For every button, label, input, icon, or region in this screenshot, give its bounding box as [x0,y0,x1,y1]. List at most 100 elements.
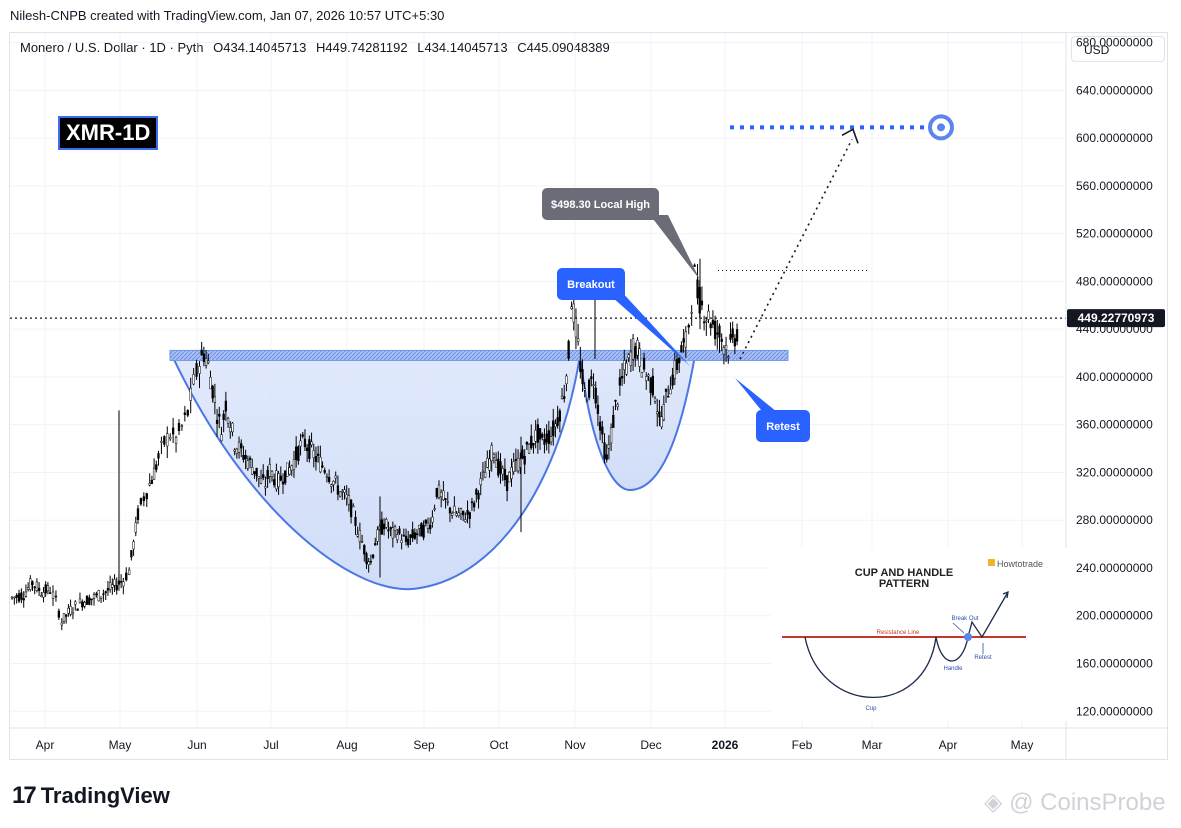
candle-body [572,303,575,323]
candle-body [457,512,460,517]
candle-body [218,413,221,417]
candle-body [660,416,663,427]
x-tick-label: May [109,738,132,752]
candle-body [488,458,491,471]
candle-body [198,365,201,374]
y-tick-label: 600.00000000 [1076,131,1153,145]
x-tick-label: Aug [336,738,357,752]
candle-body [316,453,320,456]
currency-button[interactable]: USD [1071,36,1165,62]
candle-body [367,561,370,565]
candle-body [83,602,86,607]
candle-body [202,353,206,362]
candle-body [266,470,269,480]
handle-pattern-fill [578,354,697,492]
breakout-callout[interactable]: Breakout [557,268,690,366]
candle-body [645,376,648,381]
candle-body [543,439,546,445]
candle-body [253,471,256,474]
candle-body [13,596,16,599]
candle-body [51,591,55,599]
candle-body [308,439,311,459]
candle-body [240,443,243,449]
candle-body [505,475,509,491]
candle-body [177,423,181,431]
candle-body [442,490,445,500]
candle-body [656,411,659,414]
candle-body [284,470,287,484]
candle-body [682,338,685,343]
candle-body [631,338,635,360]
x-tick-label: May [1011,738,1034,752]
candle-body [625,362,628,375]
candle-body [26,587,30,590]
candle-body [731,328,734,338]
candle-body [88,597,91,605]
candle-body [334,475,337,479]
candle-body [74,601,77,605]
candle-body [65,614,68,617]
symbol-badge: XMR-1D [58,116,159,150]
candle-body [437,484,441,498]
current-price-tag: 449.22770973 [1067,309,1165,328]
candle-body [20,592,23,600]
price-axis[interactable]: 680.00000000 640.00000000 600.00000000 560.… [1065,33,1153,760]
inset-brand: Howtotrade [997,559,1043,569]
time-axis[interactable]: Apr May Jun Jul Aug Sep Oct Nov Dec 2026 Feb Mar Apr… [10,727,1168,752]
candle-body [139,498,143,505]
candle-body [638,348,641,367]
candle-body [636,339,639,356]
candle-body [455,513,458,516]
candle-body [125,572,128,581]
candle-body [567,340,570,359]
candle-body [475,489,478,495]
candle-body [255,467,258,477]
tradingview-brand: TradingView [40,783,170,808]
x-tick-label: Apr [939,738,958,752]
candle-body [277,473,280,488]
candle-body [145,493,148,500]
candle-body [594,387,597,404]
candle-body [658,411,661,418]
x-tick-label: Dec [640,738,661,752]
chart-attribution: Nilesh-CNPB created with TradingView.com… [10,8,445,23]
candle-body [69,605,72,615]
candle-body [499,461,502,474]
inset-arrowhead [1002,590,1009,599]
diamond-icon: ◈ [984,789,1003,816]
candle-body [215,419,219,424]
candle-body [222,413,225,421]
y-tick-label: 400.00000000 [1076,370,1153,384]
x-tick-label: Sep [413,738,435,752]
candle-body [705,320,708,323]
candle-body [257,476,260,479]
candle-body [720,338,723,342]
x-tick-label: Jul [263,738,278,752]
local-high-callout[interactable]: $498.30 Local High [542,188,700,280]
candle-body [700,300,704,306]
candle-body [332,480,335,485]
y-tick-label: 360.00000000 [1076,418,1153,432]
inset-title-2: PATTERN [879,578,929,590]
candle-body [565,375,568,384]
candle-body [675,359,679,370]
tradingview-logo[interactable]: 17 TradingView [12,782,170,810]
candle-body [115,584,118,591]
candle-body [174,436,178,444]
candle-body [634,346,637,359]
retest-callout[interactable]: Retest [735,378,810,442]
symbol-name[interactable]: Monero / U.S. Dollar · 1D · Pyth [20,40,204,55]
candle-body [152,467,156,480]
candle-body [538,428,542,440]
candle-body [563,396,566,399]
candle-body [301,434,304,437]
candle-body [78,598,82,603]
coinsprobe-watermark: ◈ @ CoinsProbe [984,788,1166,817]
candle-body [451,512,454,516]
candle-body [186,410,189,416]
candle-body [607,444,611,449]
candle-body [554,423,557,428]
candle-body [671,374,674,386]
candle-body [433,508,436,510]
